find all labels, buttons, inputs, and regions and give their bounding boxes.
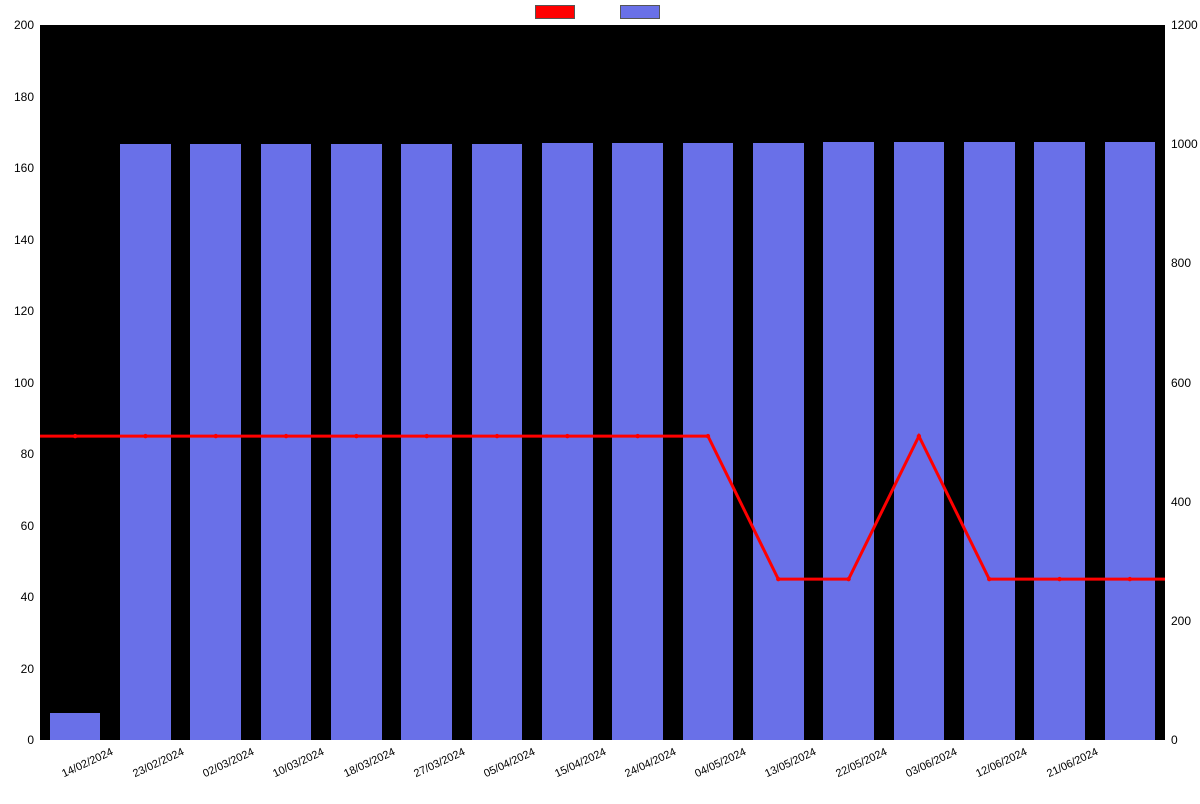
x-tick: 27/03/2024 [412, 746, 467, 780]
x-tick: 12/06/2024 [974, 746, 1029, 780]
y-left-tick: 60 [21, 519, 34, 533]
x-tick: 15/04/2024 [553, 746, 608, 780]
legend-swatch-line [535, 5, 575, 19]
y-left-tick: 180 [14, 90, 34, 104]
bar [542, 143, 593, 740]
x-tick: 13/05/2024 [764, 746, 819, 780]
x-tick: 05/04/2024 [482, 746, 537, 780]
bar [401, 144, 452, 740]
bar [120, 144, 171, 740]
y-right-tick: 1200 [1171, 18, 1198, 32]
legend-item-line [535, 5, 580, 19]
bar [894, 142, 945, 740]
plot-area [40, 25, 1165, 740]
legend-item-bar [620, 5, 665, 19]
y-axis-right: 020040060080010001200 [1165, 25, 1200, 740]
bar [1034, 142, 1085, 740]
y-right-tick: 800 [1171, 256, 1191, 270]
y-right-tick: 0 [1171, 733, 1178, 747]
bar [823, 142, 874, 740]
line-marker [73, 434, 77, 438]
y-right-tick: 200 [1171, 614, 1191, 628]
bar [190, 144, 241, 740]
bar [964, 142, 1015, 740]
y-right-tick: 400 [1171, 495, 1191, 509]
bar [753, 143, 804, 740]
x-tick: 23/02/2024 [131, 746, 186, 780]
x-tick: 03/06/2024 [904, 746, 959, 780]
y-left-tick: 200 [14, 18, 34, 32]
legend [535, 5, 665, 19]
x-tick: 22/05/2024 [834, 746, 889, 780]
bar [331, 144, 382, 740]
legend-swatch-bar [620, 5, 660, 19]
y-right-tick: 1000 [1171, 137, 1198, 151]
chart-container: 0 20 40 60 80 100 120 140 160 180 200 0 200 400 600 80… [0, 0, 1200, 800]
bar [683, 143, 734, 740]
x-tick: 02/03/2024 [201, 746, 256, 780]
x-tick: 14/02/2024 [60, 746, 115, 780]
bar [1105, 142, 1156, 740]
y-left-tick: 160 [14, 161, 34, 175]
bar [261, 144, 312, 740]
x-axis: 14/02/2024 23/02/2024 02/03/2024 10/03/2024… [40, 744, 1165, 804]
y-left-tick: 0 [27, 733, 34, 747]
x-tick: 10/03/2024 [271, 746, 326, 780]
bar [50, 713, 101, 740]
bar [472, 144, 523, 740]
y-left-tick: 100 [14, 376, 34, 390]
x-tick: 21/06/2024 [1045, 746, 1100, 780]
y-left-tick: 120 [14, 304, 34, 318]
x-tick: 24/04/2024 [623, 746, 678, 780]
y-left-tick: 80 [21, 447, 34, 461]
y-left-tick: 140 [14, 233, 34, 247]
bar [612, 143, 663, 740]
y-left-tick: 40 [21, 590, 34, 604]
x-tick: 18/03/2024 [342, 746, 397, 780]
y-left-tick: 20 [21, 662, 34, 676]
y-axis-left: 020406080100120140160180200 [0, 25, 40, 740]
x-tick: 04/05/2024 [693, 746, 748, 780]
y-right-tick: 600 [1171, 376, 1191, 390]
